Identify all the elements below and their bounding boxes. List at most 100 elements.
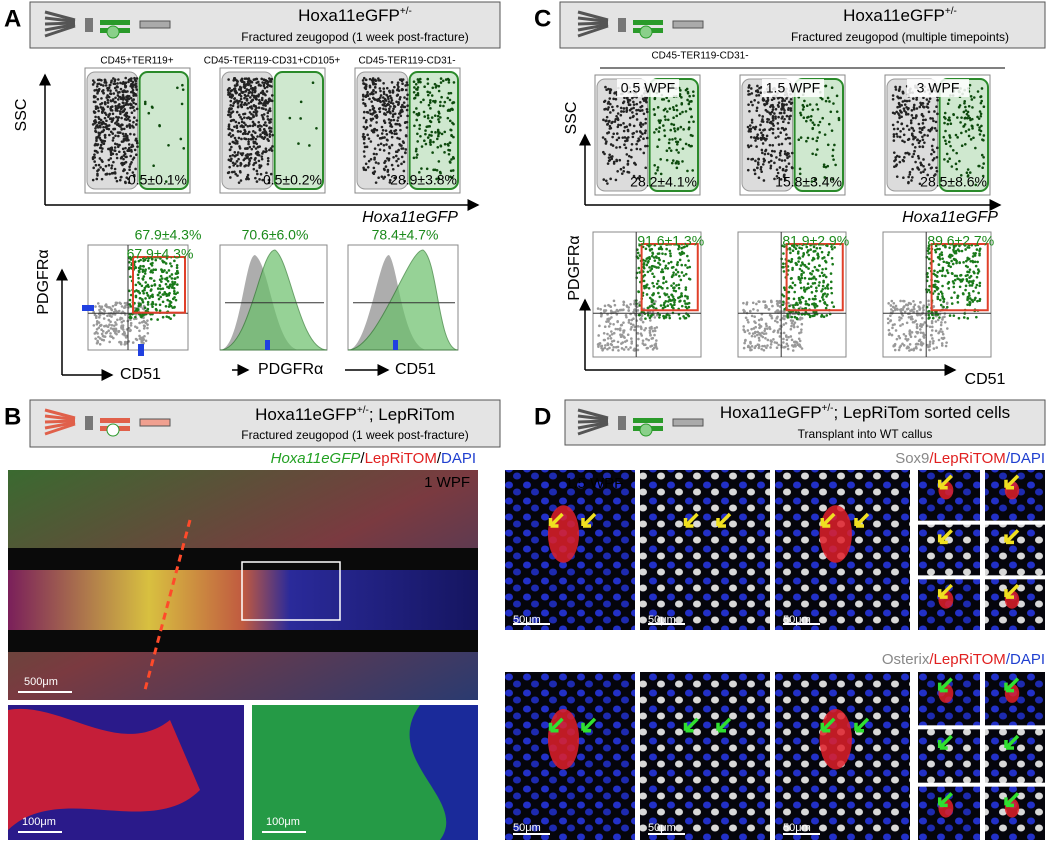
event-dot bbox=[424, 133, 427, 136]
event-dot bbox=[824, 133, 827, 136]
event-dot bbox=[126, 96, 129, 99]
event-dot bbox=[792, 249, 795, 252]
event-dot bbox=[751, 104, 754, 107]
event-dot bbox=[942, 269, 945, 272]
event-dot bbox=[982, 156, 985, 159]
event-dot bbox=[447, 143, 450, 146]
event-dot bbox=[785, 133, 788, 136]
event-dot bbox=[822, 285, 825, 288]
event-dot bbox=[798, 299, 801, 302]
event-dot bbox=[256, 135, 259, 138]
event-dot bbox=[443, 151, 446, 154]
event-dot bbox=[960, 132, 963, 135]
gate-percent: 78.4±4.7% bbox=[372, 227, 439, 243]
event-dot bbox=[908, 100, 911, 103]
event-dot bbox=[158, 291, 161, 294]
event-dot bbox=[955, 168, 958, 171]
event-dot bbox=[928, 285, 931, 288]
event-dot bbox=[815, 287, 818, 290]
event-dot bbox=[827, 254, 830, 257]
event-dot bbox=[129, 103, 132, 106]
event-dot bbox=[977, 292, 980, 295]
event-dot bbox=[247, 174, 250, 177]
event-dot bbox=[604, 100, 607, 103]
event-dot bbox=[115, 153, 118, 156]
event-dot bbox=[135, 295, 138, 298]
event-dot bbox=[934, 280, 937, 283]
event-dot bbox=[662, 307, 665, 310]
event-dot bbox=[616, 132, 619, 135]
event-dot bbox=[928, 111, 931, 114]
event-dot bbox=[671, 274, 674, 277]
event-dot bbox=[400, 163, 403, 166]
event-dot bbox=[253, 104, 256, 107]
population-label: CD45-TER119-CD31- bbox=[651, 51, 748, 62]
event-dot bbox=[427, 94, 430, 97]
event-dot bbox=[655, 266, 658, 269]
event-dot bbox=[439, 104, 442, 107]
event-dot bbox=[620, 168, 623, 171]
event-dot bbox=[898, 105, 901, 108]
event-dot bbox=[239, 164, 242, 167]
event-dot bbox=[905, 113, 908, 116]
event-dot bbox=[95, 178, 98, 181]
event-dot bbox=[607, 337, 610, 340]
event-dot bbox=[931, 145, 934, 148]
event-dot bbox=[621, 324, 624, 327]
event-dot bbox=[948, 134, 951, 137]
event-dot bbox=[887, 302, 890, 305]
event-dot bbox=[238, 93, 241, 96]
event-dot bbox=[399, 129, 402, 132]
event-dot bbox=[648, 287, 651, 290]
event-dot bbox=[922, 165, 925, 168]
event-dot bbox=[254, 78, 257, 81]
icon-stylopod bbox=[673, 21, 703, 28]
event-dot bbox=[784, 315, 787, 318]
event-dot bbox=[919, 127, 922, 130]
event-dot bbox=[946, 123, 949, 126]
event-dot bbox=[228, 159, 231, 162]
event-dot bbox=[688, 302, 691, 305]
event-dot bbox=[935, 166, 938, 169]
event-dot bbox=[981, 166, 984, 169]
event-dot bbox=[672, 159, 675, 162]
event-dot bbox=[765, 109, 768, 112]
event-dot bbox=[391, 136, 394, 139]
event-dot bbox=[644, 122, 647, 125]
event-dot bbox=[743, 347, 746, 350]
event-dot bbox=[643, 287, 646, 290]
event-dot bbox=[782, 341, 785, 344]
event-dot bbox=[426, 91, 429, 94]
event-dot bbox=[619, 146, 622, 149]
event-dot bbox=[664, 118, 667, 121]
event-dot bbox=[627, 136, 630, 139]
event-dot bbox=[123, 110, 126, 113]
event-dot bbox=[270, 118, 273, 121]
event-dot bbox=[783, 118, 786, 121]
event-dot bbox=[101, 147, 104, 150]
event-dot bbox=[388, 159, 391, 162]
event-dot bbox=[227, 114, 230, 117]
event-dot bbox=[362, 133, 365, 136]
header-title: Hoxa11eGFP+/-; LepRiTom bbox=[255, 405, 455, 424]
axis-label: Hoxa11eGFP bbox=[902, 209, 998, 226]
event-dot bbox=[609, 88, 612, 91]
event-dot bbox=[743, 342, 746, 345]
event-dot bbox=[644, 129, 647, 132]
event-dot bbox=[659, 263, 662, 266]
event-dot bbox=[963, 102, 966, 105]
event-dot bbox=[97, 336, 100, 339]
event-dot bbox=[827, 97, 830, 100]
event-dot bbox=[933, 269, 936, 272]
event-dot bbox=[118, 150, 121, 153]
event-dot bbox=[811, 152, 814, 155]
event-dot bbox=[97, 98, 100, 101]
event-dot bbox=[440, 96, 443, 99]
gate-percent: 28.2±4.1% bbox=[630, 174, 697, 190]
event-dot bbox=[778, 158, 781, 161]
event-dot bbox=[647, 261, 650, 264]
flow-plot bbox=[883, 232, 991, 357]
event-dot bbox=[107, 115, 110, 118]
event-dot bbox=[110, 81, 113, 84]
event-dot bbox=[639, 101, 642, 104]
